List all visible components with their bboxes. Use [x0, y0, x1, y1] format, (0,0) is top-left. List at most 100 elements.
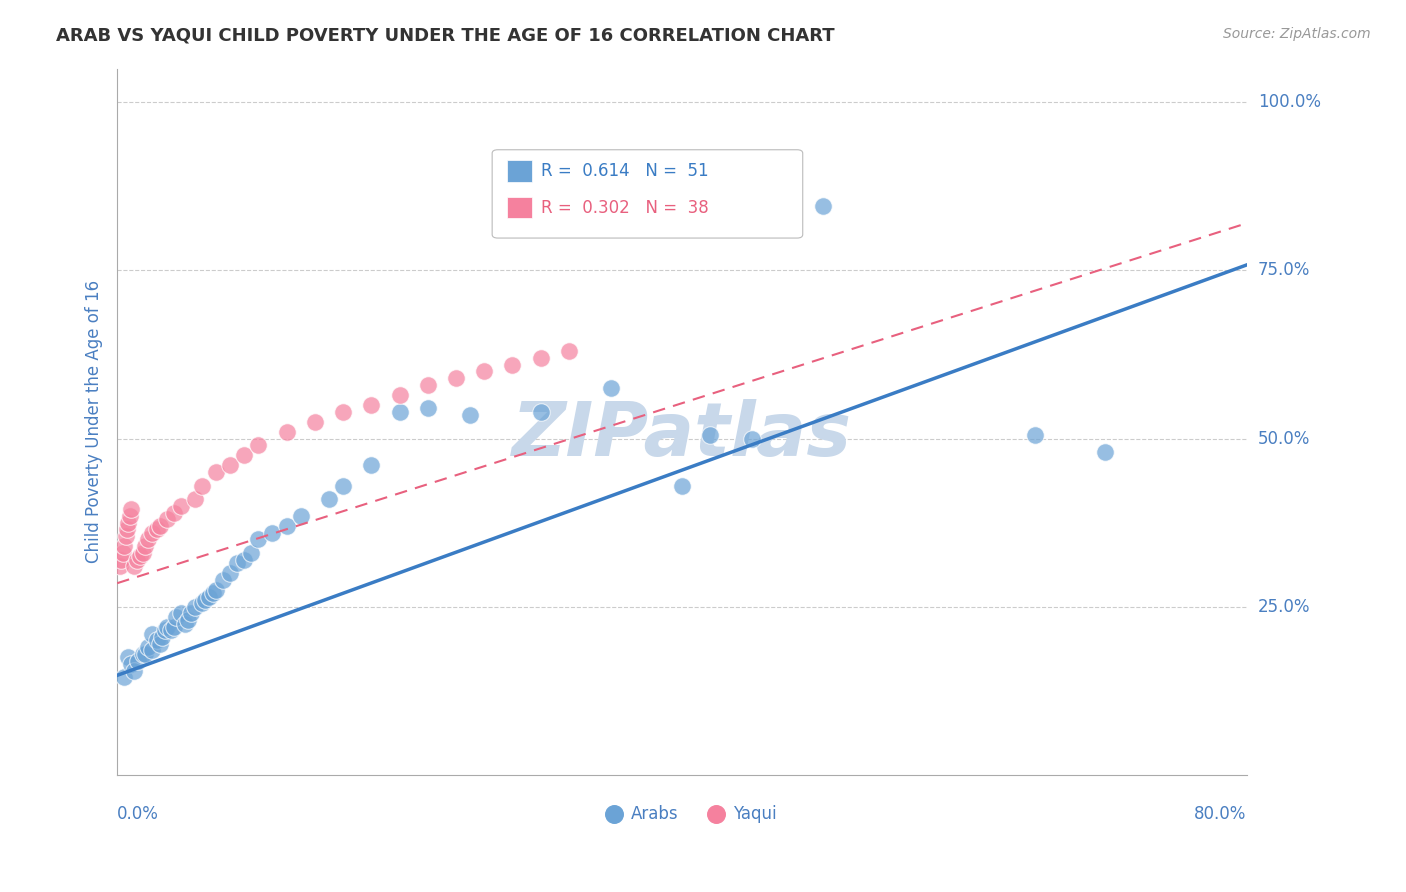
Point: [148, 637, 170, 651]
Point: [360, 398, 382, 412]
Point: [112, 670, 135, 684]
Text: R =  0.614   N =  51: R = 0.614 N = 51: [541, 162, 709, 180]
Point: [530, 404, 553, 418]
Point: [1094, 445, 1116, 459]
FancyBboxPatch shape: [506, 197, 531, 219]
Point: [118, 508, 141, 523]
Point: [530, 351, 553, 365]
Point: [304, 415, 326, 429]
Point: [276, 425, 298, 439]
Point: [290, 508, 312, 523]
Text: Arabs: Arabs: [631, 805, 679, 822]
Point: [111, 546, 134, 560]
Point: [180, 607, 202, 621]
Point: [501, 358, 523, 372]
FancyBboxPatch shape: [492, 150, 803, 238]
Point: [233, 448, 256, 462]
Point: [117, 650, 139, 665]
Point: [122, 664, 145, 678]
Point: [131, 647, 153, 661]
Point: [155, 620, 177, 634]
Text: 25.0%: 25.0%: [1258, 598, 1310, 615]
Text: Yaqui: Yaqui: [733, 805, 776, 822]
Text: 0.0%: 0.0%: [117, 805, 159, 823]
Point: [226, 556, 249, 570]
Point: [110, 552, 132, 566]
Text: 100.0%: 100.0%: [1258, 93, 1320, 112]
Point: [212, 573, 235, 587]
Point: [558, 344, 581, 359]
Point: [247, 438, 270, 452]
Point: [741, 432, 763, 446]
Point: [699, 428, 721, 442]
Point: [170, 607, 193, 621]
Point: [240, 546, 263, 560]
Point: [120, 657, 142, 671]
Point: [202, 586, 225, 600]
Point: [388, 404, 411, 418]
Point: [112, 539, 135, 553]
FancyBboxPatch shape: [506, 161, 531, 182]
Point: [128, 549, 150, 564]
Point: [276, 519, 298, 533]
Point: [177, 613, 200, 627]
Point: [416, 377, 439, 392]
Point: [108, 559, 131, 574]
Point: [360, 458, 382, 473]
Point: [416, 401, 439, 416]
Point: [262, 525, 284, 540]
Point: [117, 516, 139, 530]
Point: [191, 478, 214, 492]
Text: 75.0%: 75.0%: [1258, 261, 1310, 279]
Point: [127, 654, 149, 668]
Point: [163, 620, 186, 634]
Point: [174, 616, 197, 631]
Point: [148, 519, 170, 533]
Point: [131, 546, 153, 560]
Point: [198, 590, 221, 604]
Point: [191, 596, 214, 610]
Point: [247, 533, 270, 547]
Point: [472, 364, 495, 378]
Point: [141, 643, 163, 657]
Point: [141, 525, 163, 540]
Point: [318, 492, 340, 507]
Point: [163, 506, 186, 520]
Point: [1024, 428, 1046, 442]
Point: [855, 805, 877, 819]
Point: [184, 599, 207, 614]
Point: [136, 640, 159, 654]
Point: [671, 478, 693, 492]
Text: R =  0.302   N =  38: R = 0.302 N = 38: [541, 199, 709, 217]
Point: [205, 465, 228, 479]
Point: [184, 492, 207, 507]
Point: [444, 371, 467, 385]
Point: [145, 633, 167, 648]
Point: [458, 408, 481, 422]
Point: [145, 522, 167, 536]
Point: [141, 626, 163, 640]
Text: ARAB VS YAQUI CHILD POVERTY UNDER THE AGE OF 16 CORRELATION CHART: ARAB VS YAQUI CHILD POVERTY UNDER THE AG…: [56, 27, 835, 45]
Point: [125, 552, 148, 566]
Point: [155, 512, 177, 526]
Point: [166, 610, 188, 624]
Point: [811, 199, 834, 213]
Text: 80.0%: 80.0%: [1194, 805, 1247, 823]
Point: [727, 805, 749, 819]
Point: [115, 522, 138, 536]
Point: [600, 381, 623, 395]
Point: [219, 566, 242, 580]
Point: [388, 388, 411, 402]
Point: [332, 404, 354, 418]
Y-axis label: Child Poverty Under the Age of 16: Child Poverty Under the Age of 16: [86, 280, 103, 563]
Point: [153, 624, 176, 638]
Point: [332, 478, 354, 492]
Point: [134, 539, 156, 553]
Text: Source: ZipAtlas.com: Source: ZipAtlas.com: [1223, 27, 1371, 41]
Text: ZIPatlas: ZIPatlas: [512, 400, 852, 473]
Point: [122, 559, 145, 574]
Text: 50.0%: 50.0%: [1258, 430, 1310, 448]
Point: [134, 647, 156, 661]
Point: [233, 552, 256, 566]
Point: [150, 630, 173, 644]
